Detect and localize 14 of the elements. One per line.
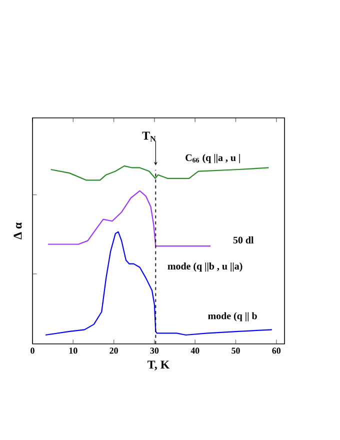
x-axis-title: T, K [148,360,170,370]
text: C$_{66}$ (q ||a , u | [186,154,240,164]
x-tick-label: 10 [69,348,78,354]
y-axis-title: Δ α [14,222,22,240]
ref-line-label: T$_{N}$ [142,132,156,142]
x-tick-label: 40 [190,348,200,354]
annotation: 50 dl [233,236,254,244]
x-tick-label: 50 [232,348,240,354]
x-tick-label: 20 [110,348,118,354]
x-tick-label: 60 [272,348,281,354]
x-tick-label: 30 [150,348,159,354]
annotation: mode (q || b [208,312,257,322]
x-tick-label: 0 [30,348,34,354]
annotation: mode (q ||b , u ||a) [168,262,242,272]
